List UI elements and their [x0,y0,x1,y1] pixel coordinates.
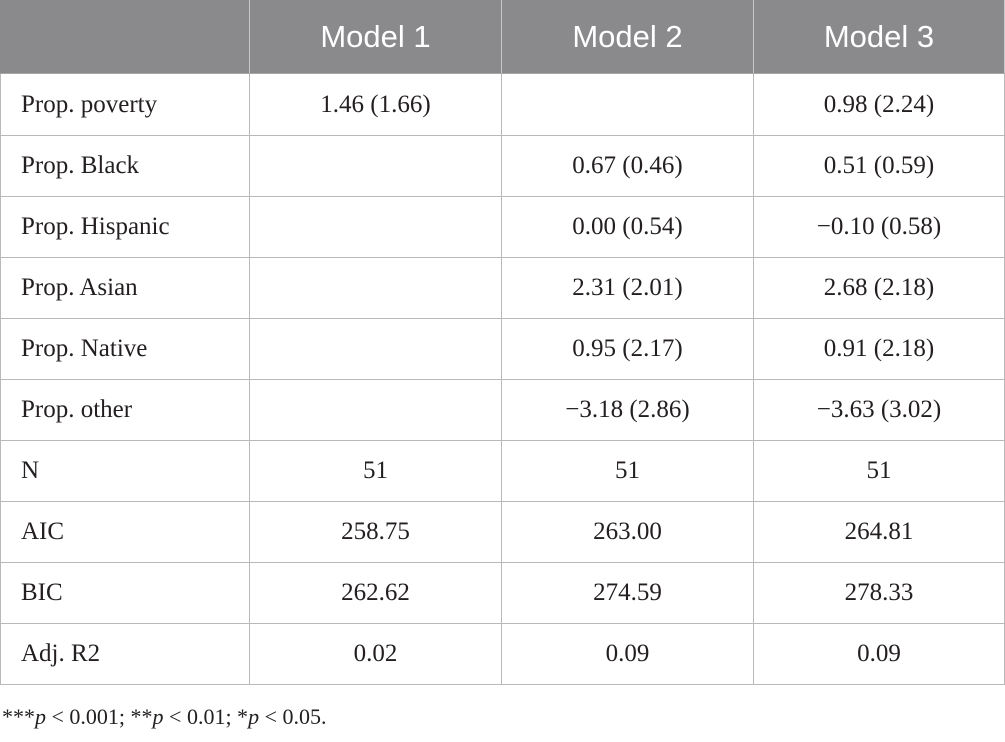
model-3-cell: 264.81 [753,501,1005,563]
header-cell-model-3: Model 3 [753,0,1005,74]
row-label-cell: N [0,440,250,502]
row-label-cell: Prop. other [0,379,250,441]
table-row: BIC 262.62 274.59 278.33 [0,562,1005,624]
header-row: Model 1 Model 2 Model 3 [0,0,1005,74]
model-2-cell: 0.95 (2.17) [501,318,754,380]
model-1-cell [249,318,502,380]
model-2-cell: 0.67 (0.46) [501,135,754,197]
header-cell-model-2: Model 2 [501,0,754,74]
model-2-cell: 2.31 (2.01) [501,257,754,319]
table-row: Adj. R2 0.02 0.09 0.09 [0,623,1005,685]
row-label-cell: Adj. R2 [0,623,250,685]
footnote-text: < 0.001; ** [46,704,153,729]
footnote-text: *** [2,704,35,729]
model-1-cell [249,135,502,197]
model-3-cell: −0.10 (0.58) [753,196,1005,258]
table-row: N 51 51 51 [0,440,1005,502]
header-cell-variable [0,0,250,74]
model-2-cell: 0.09 [501,623,754,685]
p-value-symbol: p [35,704,46,729]
row-label-cell: Prop. poverty [0,73,250,136]
table-header: Model 1 Model 2 Model 3 [0,0,1005,74]
model-2-cell: 0.00 (0.54) [501,196,754,258]
model-3-cell: 2.68 (2.18) [753,257,1005,319]
model-3-cell: −3.63 (3.02) [753,379,1005,441]
model-3-cell: 0.98 (2.24) [753,73,1005,136]
model-3-cell: 278.33 [753,562,1005,624]
footnote-text: < 0.05. [259,704,327,729]
row-label-cell: AIC [0,501,250,563]
table-row: Prop. other −3.18 (2.86) −3.63 (3.02) [0,379,1005,441]
model-1-cell: 1.46 (1.66) [249,73,502,136]
model-1-cell [249,196,502,258]
table-row: Prop. Asian 2.31 (2.01) 2.68 (2.18) [0,257,1005,319]
model-3-cell: 0.91 (2.18) [753,318,1005,380]
model-2-cell: −3.18 (2.86) [501,379,754,441]
row-label-cell: Prop. Native [0,318,250,380]
footnote-text: < 0.01; * [163,704,249,729]
p-value-symbol: p [248,704,260,729]
header-cell-model-1: Model 1 [249,0,502,74]
model-1-cell: 51 [249,440,502,502]
table-body: Prop. poverty 1.46 (1.66) 0.98 (2.24) Prop.… [0,73,1005,685]
p-value-symbol: p [152,704,164,729]
model-3-cell: 0.09 [753,623,1005,685]
model-1-cell [249,257,502,319]
model-2-cell: 263.00 [501,501,754,563]
model-1-cell: 258.75 [249,501,502,563]
table-row: Prop. Hispanic 0.00 (0.54) −0.10 (0.58) [0,196,1005,258]
model-3-cell: 51 [753,440,1005,502]
row-label-cell: Prop. Black [0,135,250,197]
model-2-cell: 51 [501,440,754,502]
model-1-cell: 0.02 [249,623,502,685]
model-2-cell: 274.59 [501,562,754,624]
row-label-cell: Prop. Asian [0,257,250,319]
significance-footnote: ***p < 0.001; **p < 0.01; *p < 0.05. [2,704,326,730]
row-label-cell: BIC [0,562,250,624]
model-1-cell [249,379,502,441]
table-row: Prop. Black 0.67 (0.46) 0.51 (0.59) [0,135,1005,197]
regression-results-table: Model 1 Model 2 Model 3 Prop. poverty 1.4… [0,0,1005,685]
table-row: AIC 258.75 263.00 264.81 [0,501,1005,563]
model-2-cell [501,73,754,136]
model-1-cell: 262.62 [249,562,502,624]
table-row: Prop. Native 0.95 (2.17) 0.91 (2.18) [0,318,1005,380]
model-3-cell: 0.51 (0.59) [753,135,1005,197]
table-row: Prop. poverty 1.46 (1.66) 0.98 (2.24) [0,73,1005,136]
row-label-cell: Prop. Hispanic [0,196,250,258]
